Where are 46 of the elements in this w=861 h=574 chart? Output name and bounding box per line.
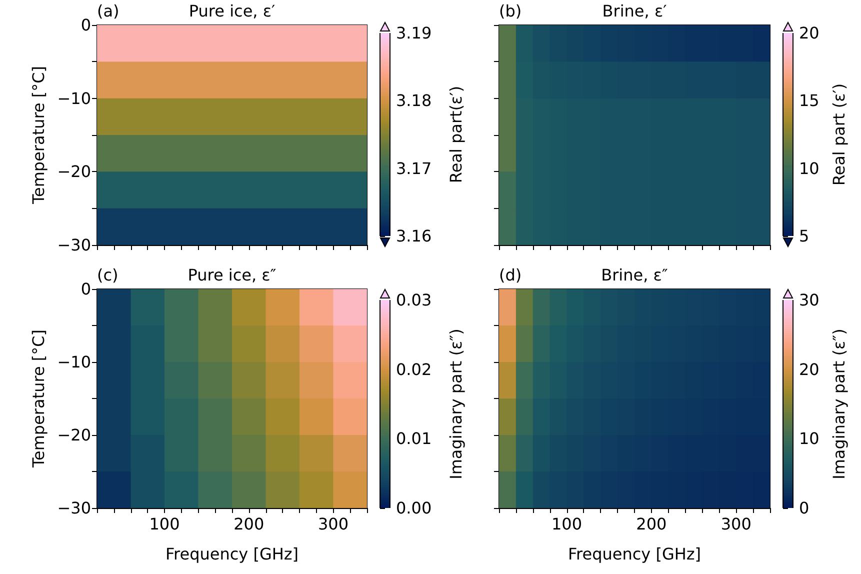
text: (d) — [499, 266, 522, 284]
chart-title: Pure ice, ε′ — [188, 2, 276, 20]
text: (b) — [499, 2, 522, 20]
x-axis-title: Frequency [GHz] — [568, 544, 702, 564]
color-bar-label: 5 — [799, 226, 810, 246]
color-bar-label: 30 — [799, 290, 820, 310]
color-bar-label: 3.16 — [396, 226, 432, 246]
chart-title: Brine, ε′ — [602, 2, 668, 20]
color-bar-label: 3.18 — [396, 91, 432, 110]
x-tick-label: 100 — [551, 514, 582, 534]
x-tick-label: 200 — [234, 514, 264, 534]
y-tick-label: −30 — [57, 236, 91, 254]
color-bar-label: 20 — [799, 360, 820, 379]
color-bar-label: 20 — [799, 24, 820, 42]
color-bar-title: Imaginary part (ε″) — [446, 328, 466, 480]
text: (c) — [97, 266, 118, 284]
y-tick-label: 0 — [80, 16, 91, 34]
y-tick-label: −20 — [57, 162, 91, 182]
x-tick-label: 200 — [636, 514, 667, 534]
color-bar-label: 10 — [799, 158, 820, 178]
y-axis-title: Temperature [°C] — [28, 329, 48, 469]
color-bar-label: 0 — [799, 498, 810, 518]
color-bar-title: Real part(ε′) — [446, 86, 466, 184]
x-tick-label: 300 — [318, 514, 349, 534]
color-bar-title: Imaginary part (ε″) — [830, 328, 848, 480]
color-bar-label: 3.17 — [396, 158, 432, 178]
color-bar-label: 10 — [799, 429, 820, 448]
color-bar-label: 0.02 — [396, 360, 432, 379]
text: (a) — [97, 2, 120, 20]
y-tick-label: −20 — [57, 426, 91, 444]
y-tick-label: −10 — [57, 352, 91, 372]
color-bar-title: Real part (ε′) — [830, 83, 848, 186]
y-tick-label: −10 — [57, 88, 91, 108]
color-bar-label: 0.00 — [396, 498, 432, 518]
chart-title: Pure ice, ε″ — [188, 266, 276, 284]
color-bar-label: 3.19 — [396, 24, 432, 42]
x-axis-title: Frequency [GHz] — [165, 544, 299, 564]
color-bar-label: 0.01 — [396, 429, 432, 448]
chart-title: Brine, ε″ — [601, 266, 668, 284]
color-bar-label: 15 — [799, 91, 820, 110]
y-tick-label: 0 — [80, 280, 91, 298]
y-tick-label: −30 — [57, 498, 91, 518]
x-tick-label: 300 — [720, 514, 752, 534]
y-axis-title: Temperature [°C] — [28, 66, 48, 206]
x-tick-label: 100 — [149, 514, 180, 534]
color-bar-label: 0.03 — [396, 290, 432, 310]
